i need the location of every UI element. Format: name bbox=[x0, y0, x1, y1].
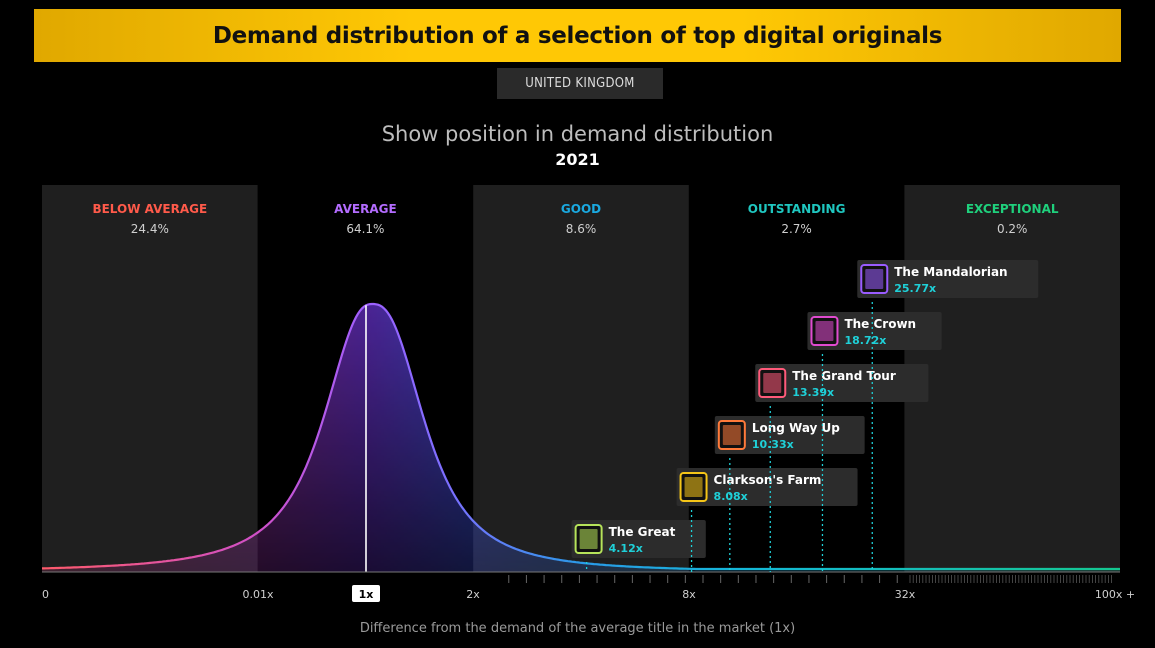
tick-label: 0.01x bbox=[242, 588, 273, 601]
band-bg bbox=[904, 185, 1120, 572]
show-marker: The Great 4.12x bbox=[571, 520, 706, 572]
show-thumbnail-image bbox=[579, 529, 598, 549]
show-card bbox=[857, 260, 1039, 298]
show-name: The Mandalorian bbox=[894, 265, 1007, 279]
show-multiplier: 18.72x bbox=[844, 334, 886, 347]
show-name: The Crown bbox=[844, 317, 916, 331]
chart-year: 2021 bbox=[555, 150, 600, 169]
show-marker: Clarkson's Farm 8.08x bbox=[676, 468, 858, 572]
average-marker-box bbox=[352, 585, 380, 602]
chart-title: Demand distribution of a selection of to… bbox=[34, 9, 1121, 62]
tick-label: 0 bbox=[42, 588, 49, 601]
chart-subtitle: Show position in demand distribution bbox=[381, 122, 774, 146]
show-marker: The Crown 18.72x bbox=[807, 312, 942, 572]
show-name: The Great bbox=[609, 525, 676, 539]
show-multiplier: 13.39x bbox=[792, 386, 834, 399]
distribution-curve bbox=[42, 302, 1120, 572]
band-bg bbox=[42, 185, 258, 572]
show-marker: The Mandalorian 25.77x bbox=[857, 260, 1039, 572]
band-share: 24.4% bbox=[131, 222, 169, 236]
band-share: 2.7% bbox=[781, 222, 812, 236]
show-marker: Long Way Up 10.33x bbox=[714, 416, 865, 572]
show-thumbnail-image bbox=[684, 477, 703, 497]
x-axis-label: Difference from the demand of the averag… bbox=[359, 621, 796, 636]
show-thumbnail-image bbox=[865, 269, 884, 289]
show-name: The Grand Tour bbox=[792, 369, 896, 383]
band-label: EXCEPTIONAL bbox=[966, 202, 1059, 216]
band-bg bbox=[473, 185, 689, 572]
show-thumbnail-image bbox=[763, 373, 782, 393]
show-multiplier: 25.77x bbox=[894, 282, 936, 295]
band-backgrounds: BELOW AVERAGE 24.4% AVERAGE 64.1% GOOD 8.6% OU… bbox=[42, 185, 1120, 572]
band-label: AVERAGE bbox=[334, 202, 397, 216]
show-card bbox=[714, 416, 865, 454]
band-label: GOOD bbox=[561, 202, 601, 216]
show-multiplier: 10.33x bbox=[752, 438, 794, 451]
tick-label: 8x bbox=[682, 588, 696, 601]
curve-area bbox=[42, 304, 1120, 572]
tick-label: 2x bbox=[466, 588, 480, 601]
show-thumbnail-image bbox=[722, 425, 741, 445]
show-card bbox=[807, 312, 942, 350]
band-label: BELOW AVERAGE bbox=[92, 202, 207, 216]
show-multiplier: 4.12x bbox=[609, 542, 643, 555]
show-card bbox=[571, 520, 706, 558]
curve-line bbox=[42, 302, 1120, 571]
band-share: 8.6% bbox=[566, 222, 597, 236]
tick-label: 100x + bbox=[1095, 588, 1135, 601]
show-name: Long Way Up bbox=[752, 421, 840, 435]
show-thumbnail-image bbox=[815, 321, 834, 341]
region-selector[interactable]: UNITED KINGDOM bbox=[497, 68, 663, 99]
band-share: 64.1% bbox=[346, 222, 384, 236]
tick-label: 32x bbox=[895, 588, 916, 601]
show-marker: The Grand Tour 13.39x bbox=[755, 364, 929, 572]
show-card bbox=[676, 468, 858, 506]
show-card bbox=[755, 364, 929, 402]
band-label: OUTSTANDING bbox=[748, 202, 846, 216]
show-multiplier: 8.08x bbox=[714, 490, 748, 503]
band-share: 0.2% bbox=[997, 222, 1028, 236]
x-axis: 0 0.01x 1x 2x 8x 32x 100x + bbox=[42, 571, 1135, 602]
show-name: Clarkson's Farm bbox=[714, 473, 822, 487]
tick-label: 1x bbox=[359, 588, 374, 601]
